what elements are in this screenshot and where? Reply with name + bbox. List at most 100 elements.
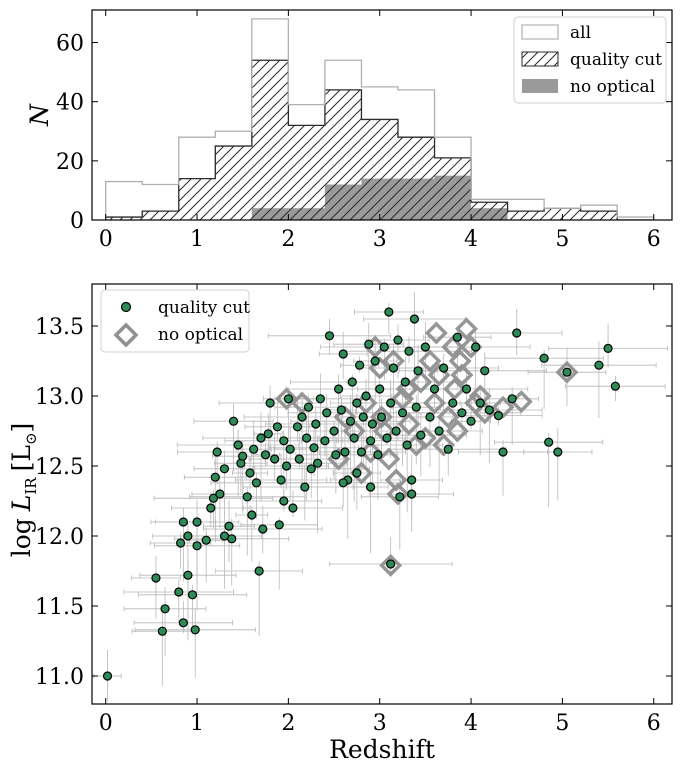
y-label-log: log [7,518,36,557]
scatter-point-quality-cut [208,493,219,503]
scatter-point-quality-cut [452,332,462,342]
scatter-point-quality-cut [292,422,303,432]
scatter-point-quality-cut [254,566,264,576]
scatter-point-quality-cut [276,475,286,485]
scatter-point-quality-cut [297,412,307,422]
scatter-point-quality-cut [183,570,193,580]
scatter-point-quality-cut [361,391,371,401]
scatter-point-quality-cut [102,671,113,681]
scatter-point-quality-cut [322,408,332,418]
scatter-point-quality-cut [233,440,243,450]
scatter-point-quality-cut [376,412,387,422]
top-axes-frame [91,9,673,221]
scatter-point-quality-cut [313,458,323,468]
scatter-point-no-optical [424,321,448,345]
scatter-point-quality-cut [373,450,383,460]
scatter-point-no-optical [418,349,442,373]
scatter-point-quality-cut [544,437,554,447]
scatter-point-quality-cut [256,433,266,443]
legend-label-no-optical: no optical [570,77,655,97]
scatter-point-quality-cut [420,342,430,352]
scatter-point-quality-cut [174,587,184,597]
scatter-point-quality-cut [175,538,186,548]
scatter-point-quality-cut [228,416,239,426]
scatter-point-quality-cut [553,447,563,457]
scatter-point-quality-cut [393,335,403,345]
scatter-point-quality-cut [201,535,211,545]
top-x-tick-label: 1 [190,227,204,252]
scatter-point-quality-cut [367,419,378,429]
y-label-unit: [L [7,445,36,471]
top-x-tick-label: 5 [555,227,569,252]
scatter-point-quality-cut [303,402,314,412]
scatter-point-quality-cut [302,433,312,443]
scatter-point-quality-cut [352,398,362,408]
scatter-point-quality-cut [258,524,268,534]
scatter-point-quality-cut [249,444,259,454]
scatter-point-quality-cut [190,625,200,635]
bottom-x-ticks: 0 1 2 3 4 5 6 [99,284,661,736]
scatter-point-quality-cut [324,331,335,341]
scatter-point-quality-cut [448,398,458,408]
top-y-tick-label: 0 [70,209,84,234]
hist-bar-quality-cut [324,89,362,220]
scatter-point-quality-cut [187,590,198,600]
scatter-point-quality-cut [283,394,293,404]
bottom-x-tick-label: 6 [647,711,661,736]
bottom-legend-frame [100,289,250,353]
scatter-point-quality-cut [471,342,481,352]
scatter-point-no-optical [555,360,579,384]
bottom-y-tick-label: 12.0 [35,525,84,550]
scatter-point-quality-cut [349,433,359,443]
scatter-point-quality-cut [386,398,396,408]
scatter-point-quality-cut [294,454,304,464]
scatter-point-no-optical [441,335,465,359]
top-legend: all quality cut no optical [513,16,667,104]
bottom-axes-frame [91,283,673,705]
bottom-x-tick-label: 2 [281,711,295,736]
scatter-point-quality-cut [288,503,298,513]
top-x-tick-label: 3 [373,227,387,252]
scatter-point-no-optical [432,433,456,457]
scatter-point-quality-cut [157,626,167,636]
scatter-point-quality-cut [365,482,376,492]
scatter-point-quality-cut [409,314,420,324]
top-y-tick-label: 20 [56,150,84,175]
scatter-point-quality-cut [388,363,399,373]
scatter-point-quality-cut [336,405,346,415]
scatter-point-quality-cut [279,436,289,446]
bottom-y-tick-label: 13.0 [35,385,84,410]
top-x-tick-label: 6 [647,227,661,252]
hist-bar-quality-cut [178,178,216,220]
scatter-point-quality-cut [331,450,341,460]
scatter-point-quality-cut [443,444,453,454]
legend-label-all: all [570,23,591,43]
scatter-point-no-optical [450,363,474,387]
scatter-point-quality-cut [395,492,405,502]
scatter-point-quality-cut [480,366,490,376]
legend-swatch-all [521,24,559,40]
scatter-point-no-optical [445,419,469,443]
scatter-point-no-optical [275,387,299,411]
scatter-point-quality-cut [407,489,417,499]
legend-label-quality-cut-scatter: quality cut [158,298,250,318]
scatter-point-quality-cut [512,328,522,338]
legend-label-quality-cut: quality cut [570,50,662,70]
scatter-point-quality-cut [603,343,613,353]
scatter-point-no-optical [379,553,403,577]
scatter-point-quality-cut [206,503,216,513]
legend-marker-quality-cut [120,301,132,313]
scatter-point-quality-cut [434,426,444,436]
scatter-point-no-optical [397,412,421,436]
scatter-point-quality-cut [329,426,339,436]
scatter-point-quality-cut [407,475,417,485]
bottom-x-tick-label: 1 [190,711,204,736]
legend-swatch-no-optical [522,79,558,93]
scatter-point-no-optical [409,370,433,394]
top-x-ticks: 0 1 2 3 4 5 6 [99,10,661,252]
scatter-panel: 0 1 2 3 4 5 6 11.0 11.5 12.0 12.5 13.0 13.5 Redshif… [7,283,673,764]
scatter-point-quality-cut [400,377,410,387]
scatter-point-quality-cut [300,482,310,492]
scatter-point-quality-cut [178,618,188,628]
scatter-point-quality-cut [279,496,289,506]
